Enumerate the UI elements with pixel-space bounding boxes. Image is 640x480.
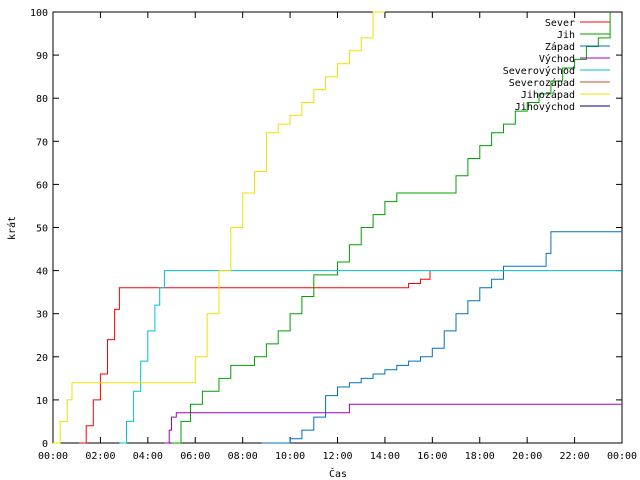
y-tick-label: 10 (36, 396, 48, 407)
series-line (261, 231, 622, 444)
x-tick-label: 08:00 (228, 451, 258, 462)
y-tick-label: 100 (30, 8, 48, 19)
y-axis-label: krát (6, 216, 18, 240)
legend-label: Jih (557, 30, 575, 41)
x-tick-label: 02:00 (85, 451, 115, 462)
y-tick-label: 50 (36, 224, 48, 235)
legend-label: Jihozápad (521, 89, 575, 101)
x-tick-label: 06:00 (180, 451, 210, 462)
x-axis-label: Čas (329, 467, 347, 480)
x-tick-label: 22:00 (560, 451, 590, 462)
y-tick-label: 80 (36, 94, 48, 105)
legend-label: Západ (545, 41, 575, 53)
x-tick-label: 16:00 (417, 451, 447, 462)
x-tick-label: 00:00 (607, 451, 637, 462)
x-tick-label: 12:00 (322, 451, 352, 462)
x-tick-label: 04:00 (133, 451, 163, 462)
y-tick-label: 90 (36, 51, 48, 62)
y-tick-label: 60 (36, 180, 48, 191)
y-tick-label: 20 (36, 353, 48, 364)
series-line (119, 270, 622, 444)
series-line (53, 11, 385, 444)
y-tick-label: 70 (36, 137, 48, 148)
series-line (164, 403, 622, 444)
series-line (79, 270, 431, 444)
legend-label: Sever (545, 18, 575, 29)
series-line (171, 12, 611, 444)
y-tick-label: 30 (36, 310, 48, 321)
legend-label: Jihovýchod (515, 101, 575, 113)
x-tick-label: 18:00 (465, 451, 495, 462)
x-tick-label: 10:00 (275, 451, 305, 462)
legend-label: Severovýchod (503, 65, 575, 77)
legend-label: Východ (539, 53, 575, 65)
y-tick-label: 0 (42, 439, 48, 450)
y-tick-label: 40 (36, 267, 48, 278)
legend-label: Severozápad (509, 77, 575, 89)
x-tick-label: 00:00 (38, 451, 68, 462)
x-tick-label: 20:00 (512, 451, 542, 462)
x-tick-label: 14:00 (370, 451, 400, 462)
